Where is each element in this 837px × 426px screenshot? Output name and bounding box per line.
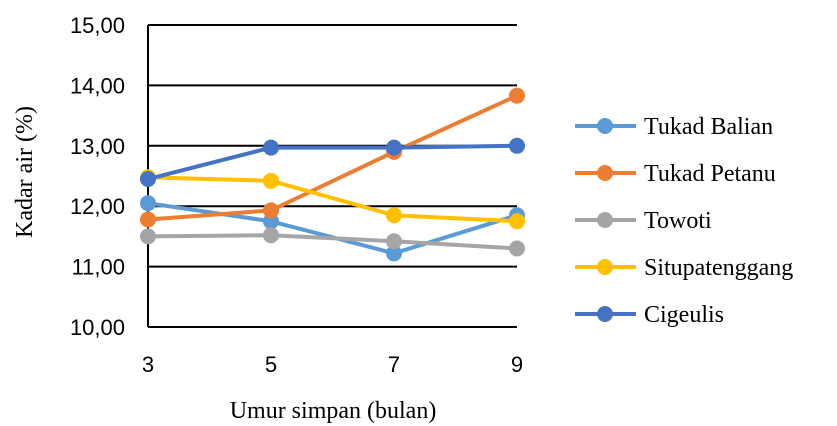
y-axis-title: Kadar air (%) xyxy=(12,106,38,238)
x-tick-label: 5 xyxy=(265,352,277,377)
legend-label: Towoti xyxy=(644,208,712,234)
legend-marker xyxy=(597,165,613,181)
series-cigeulis xyxy=(140,137,525,188)
x-tick-label: 7 xyxy=(388,352,400,377)
legend-item: Towoti xyxy=(575,208,712,234)
legend-marker xyxy=(597,306,613,322)
legend-marker xyxy=(597,118,613,134)
x-axis-title: Umur simpan (bulan) xyxy=(230,398,437,424)
legend-marker xyxy=(597,259,613,275)
y-tick-label: 12,00 xyxy=(70,194,125,219)
legend-label: Cigeulis xyxy=(644,302,724,328)
legend-item: Tukad Balian xyxy=(575,114,773,140)
legend-item: Tukad Petanu xyxy=(575,161,776,187)
data-point xyxy=(509,240,525,257)
y-tick-label: 13,00 xyxy=(70,134,125,159)
series-situpatenggang xyxy=(140,169,525,230)
legend-item: Situpatenggang xyxy=(575,255,793,281)
series-line xyxy=(147,93,518,222)
legend-label: Tukad Petanu xyxy=(644,161,776,187)
x-tick-label: 3 xyxy=(142,352,154,377)
y-tick-label: 15,00 xyxy=(70,13,125,38)
data-point xyxy=(140,195,156,212)
data-point xyxy=(509,213,525,230)
data-point xyxy=(386,233,402,250)
y-tick-label: 10,00 xyxy=(70,315,125,340)
gridlines xyxy=(147,24,517,328)
x-tick-label: 9 xyxy=(511,352,523,377)
series-towoti xyxy=(140,227,525,257)
legend-item: Cigeulis xyxy=(575,302,724,328)
data-point xyxy=(263,172,279,189)
series-tukad-balian xyxy=(140,195,525,262)
legend: Tukad Balian Tukad Petanu Towoti Situpateng… xyxy=(575,114,793,328)
data-point xyxy=(140,211,156,228)
data-point xyxy=(263,227,279,244)
y-tick-label: 11,00 xyxy=(72,255,125,280)
series-layer xyxy=(140,87,525,262)
data-point xyxy=(386,139,402,156)
series-line xyxy=(147,143,518,181)
data-point xyxy=(140,228,156,245)
data-point xyxy=(263,139,279,156)
x-axis-ticks: 3 5 7 9 xyxy=(142,352,523,377)
data-point xyxy=(263,202,279,219)
y-axis-ticks: 10,00 11,00 12,00 13,00 14,00 15,00 xyxy=(70,13,125,340)
data-point xyxy=(386,245,402,262)
legend-marker xyxy=(597,212,613,228)
legend-label: Situpatenggang xyxy=(644,255,793,281)
data-point xyxy=(509,137,525,154)
series-line xyxy=(147,175,518,224)
legend-label: Tukad Balian xyxy=(644,114,773,140)
series-line xyxy=(147,233,518,251)
data-point xyxy=(509,87,525,104)
data-point xyxy=(386,207,402,224)
y-tick-label: 14,00 xyxy=(70,73,125,98)
data-point xyxy=(140,171,156,188)
